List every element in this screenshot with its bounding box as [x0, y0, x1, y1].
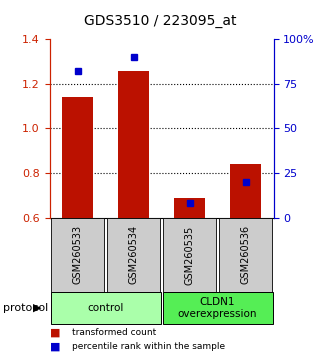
- Text: transformed count: transformed count: [72, 328, 156, 337]
- Bar: [174, 198, 205, 218]
- Text: control: control: [87, 303, 124, 313]
- Text: protocol: protocol: [3, 303, 48, 313]
- Bar: [118, 72, 149, 218]
- Text: CLDN1
overexpression: CLDN1 overexpression: [178, 297, 257, 319]
- Text: GSM260533: GSM260533: [73, 225, 83, 285]
- Bar: [230, 164, 261, 218]
- Text: ▶: ▶: [33, 303, 41, 313]
- Text: ■: ■: [50, 342, 60, 352]
- Text: GSM260536: GSM260536: [241, 225, 251, 285]
- Text: percentile rank within the sample: percentile rank within the sample: [72, 342, 225, 351]
- Text: GDS3510 / 223095_at: GDS3510 / 223095_at: [84, 14, 236, 28]
- Text: GSM260535: GSM260535: [185, 225, 195, 285]
- Text: GSM260534: GSM260534: [129, 225, 139, 285]
- Bar: [62, 97, 93, 218]
- Text: ■: ■: [50, 327, 60, 337]
